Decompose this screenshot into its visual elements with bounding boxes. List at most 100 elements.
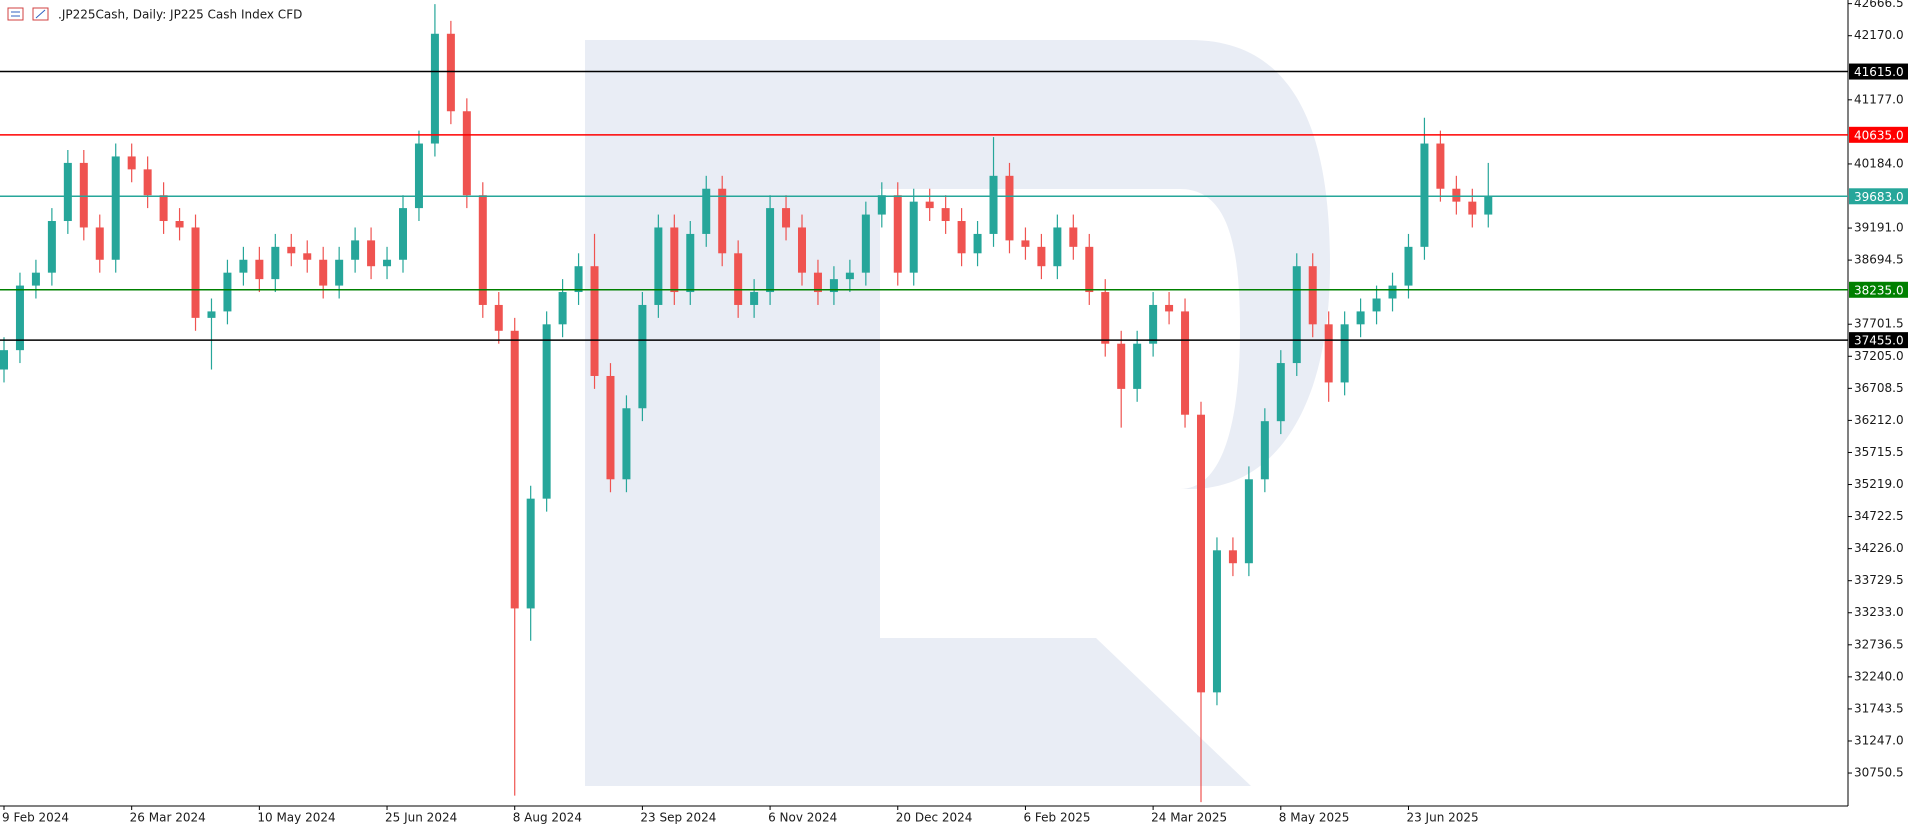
candle-body	[191, 227, 200, 318]
candle-body	[893, 195, 902, 273]
candle-body	[1484, 196, 1493, 215]
x-tick-label: 6 Feb 2025	[1023, 811, 1090, 825]
level-label: 41615.0	[1854, 65, 1904, 79]
y-tick-label: 37205.0	[1854, 349, 1904, 363]
candle-body	[271, 246, 280, 280]
y-tick-label: 30750.5	[1854, 766, 1904, 780]
candle-body	[1181, 311, 1190, 415]
candle-body	[1101, 292, 1110, 344]
candle-body	[1292, 266, 1301, 364]
candle-body	[1340, 324, 1349, 383]
y-tick-label: 37701.5	[1854, 317, 1904, 331]
x-tick-label: 10 May 2024	[257, 811, 335, 825]
x-tick-label: 20 Dec 2024	[896, 811, 973, 825]
candle-body	[1133, 343, 1142, 389]
level-label-box	[1849, 188, 1908, 205]
candle-body	[351, 240, 360, 260]
candle-body	[1356, 311, 1365, 325]
candle-body	[1197, 414, 1205, 693]
candle-body	[430, 33, 439, 144]
candle-body	[367, 240, 376, 267]
candle-body	[1053, 227, 1062, 267]
candle-body	[319, 259, 328, 286]
y-tick-label: 31743.5	[1854, 701, 1904, 715]
y-tick-label: 38694.5	[1854, 253, 1904, 267]
candle-body	[622, 408, 631, 480]
candle-body	[207, 311, 216, 318]
candle-body	[1244, 479, 1253, 564]
candle-body	[127, 156, 136, 170]
candle-body	[798, 227, 806, 273]
level-label-box	[1849, 281, 1908, 298]
watermark-leg	[880, 638, 1251, 786]
x-tick-label: 23 Jun 2025	[1406, 811, 1478, 825]
y-tick-label: 35219.0	[1854, 477, 1904, 491]
candle-body	[1085, 246, 1094, 293]
candle-body	[1069, 227, 1078, 247]
candle-body	[47, 221, 56, 273]
candle-body	[159, 195, 168, 222]
candle-body	[1212, 550, 1221, 693]
candle-body	[111, 156, 120, 260]
y-tick-label: 33729.5	[1854, 573, 1904, 587]
candle-body	[686, 233, 695, 293]
y-tick-label: 42170.0	[1854, 28, 1904, 42]
candle-body	[175, 221, 184, 228]
candle-body	[1308, 266, 1317, 325]
candle-body	[1420, 143, 1429, 247]
candle-body	[1165, 304, 1174, 312]
y-tick-label: 39191.0	[1854, 221, 1904, 235]
candle-body	[718, 188, 727, 254]
candle-body	[750, 292, 759, 305]
candle-body	[670, 227, 679, 293]
candle-body	[414, 143, 423, 209]
candle-body	[845, 272, 854, 280]
candle-body	[766, 208, 775, 293]
level-label: 39683.0	[1854, 190, 1904, 204]
x-tick-label: 24 Mar 2025	[1151, 811, 1227, 825]
x-tick-label: 9 Feb 2024	[2, 811, 69, 825]
candle-body	[1276, 363, 1285, 422]
candle-body	[813, 272, 822, 293]
candle-body	[1005, 175, 1014, 241]
candle-body	[702, 188, 711, 234]
candle-body	[143, 169, 152, 196]
candle-body	[510, 330, 519, 609]
candle-body	[590, 266, 599, 376]
icon-list	[7, 7, 24, 21]
x-tick-label: 8 May 2025	[1279, 811, 1350, 825]
candle-body	[925, 201, 934, 209]
candle-body	[223, 272, 232, 312]
level-label-box	[1849, 63, 1908, 80]
level-label: 38235.0	[1854, 283, 1904, 297]
y-tick-label: 34226.0	[1854, 541, 1904, 555]
candle-body	[399, 208, 407, 260]
candle-body	[446, 33, 455, 112]
candle-body	[1324, 324, 1333, 383]
candle-body	[861, 214, 870, 273]
candle-body	[478, 195, 487, 305]
candle-body	[1117, 343, 1126, 389]
candle-body	[1404, 246, 1413, 286]
candle-body	[1388, 285, 1397, 299]
candle-body	[1436, 143, 1445, 189]
candle-body	[957, 221, 966, 254]
x-tick-label: 8 Aug 2024	[513, 811, 582, 825]
level-label-box	[1849, 126, 1908, 143]
candle-body	[1260, 421, 1269, 480]
y-tick-label: 40184.0	[1854, 156, 1904, 170]
y-tick-label: 41177.0	[1854, 92, 1904, 106]
candle-body	[1372, 298, 1381, 312]
level-label: 40635.0	[1854, 128, 1904, 142]
candle-body	[877, 195, 886, 215]
y-tick-label: 36708.5	[1854, 381, 1904, 395]
candle-body	[574, 266, 583, 293]
candle-body	[1021, 240, 1030, 247]
y-tick-label: 34722.5	[1854, 509, 1904, 523]
y-tick-label: 32736.5	[1854, 637, 1904, 651]
candle-body	[255, 259, 264, 280]
header-icons	[7, 7, 49, 21]
candle-body	[654, 227, 663, 305]
